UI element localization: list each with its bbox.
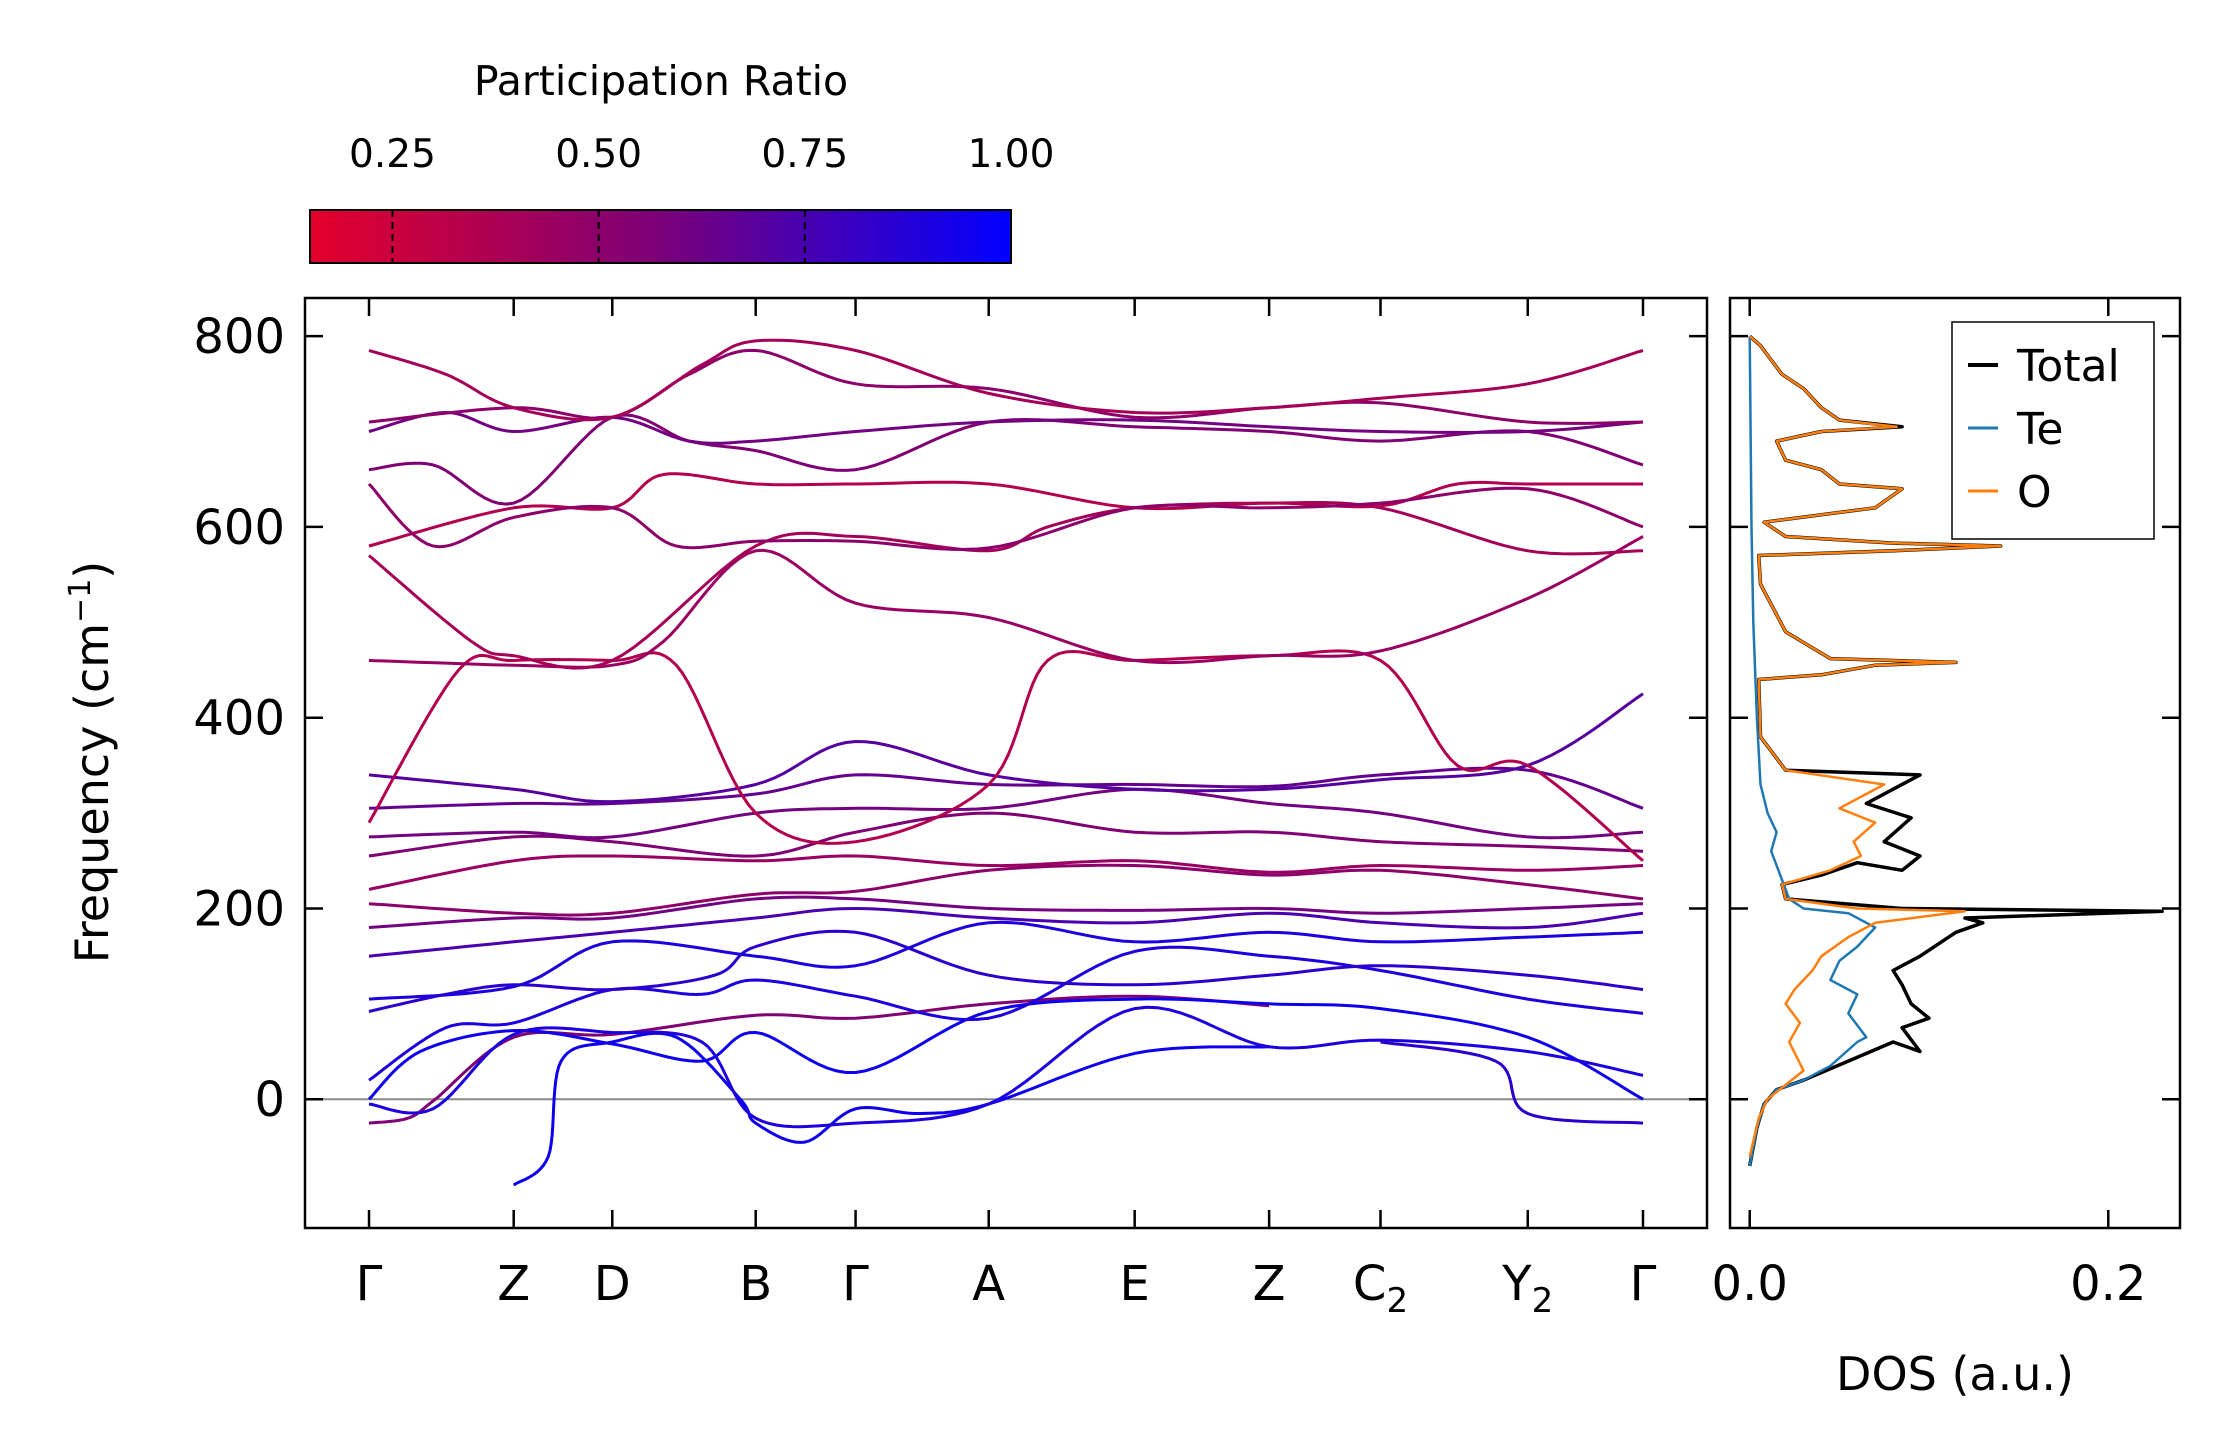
phonon-band (367, 997, 1644, 1101)
colorbar-tick-label: 1.00 (968, 132, 1055, 177)
k-point-label: Γ (356, 1256, 383, 1312)
dos-axes-frame (1728, 296, 2182, 1230)
phonon-band (368, 863, 1644, 917)
y-tick-label: 200 (193, 881, 285, 937)
band-structure-panel: 0 200 400 600 800 Γ Z D B Γ A E Z C2 Y2 Γ Frequency (c… (63, 296, 1709, 1321)
dos-curve-o (1748, 335, 2002, 1157)
colorbar-tick-label: 0.50 (555, 132, 642, 177)
phonon-band (367, 649, 1644, 862)
k-point-label: A (972, 1256, 1005, 1312)
dos-x-tick-label: 0.0 (1712, 1256, 1788, 1312)
k-point-label: Γ (1630, 1256, 1657, 1312)
dos-curves (1747, 334, 2164, 1167)
colorbar: Participation Ratio 0.25 0.50 0.75 1.00 (309, 57, 1054, 264)
phonon-band (1380, 1040, 1644, 1125)
legend-label: Total (2016, 341, 2120, 392)
phonon-band (368, 929, 1644, 1013)
colorbar-tick-label: 0.25 (349, 132, 436, 177)
band-y-ticks: 0 200 400 600 800 (193, 309, 1707, 1128)
band-y-axis-label: Frequency (cm−1) (63, 561, 119, 964)
phonon-band (368, 501, 1644, 670)
phonon-band (368, 411, 1644, 445)
phonon-band (368, 413, 1644, 506)
k-point-label: B (739, 1256, 772, 1312)
phonon-band (368, 692, 1644, 804)
phonon-band (368, 787, 1644, 840)
legend-label: O (2017, 467, 2052, 518)
k-point-label: Γ (842, 1256, 869, 1312)
colorbar-tick-label: 0.75 (761, 132, 848, 177)
y-tick-label: 400 (193, 691, 285, 747)
phonon-band (368, 945, 1644, 1082)
y-tick-label: 0 (254, 1072, 285, 1128)
k-point-label: C2 (1353, 1256, 1408, 1321)
k-point-label: Z (497, 1256, 530, 1312)
band-axes-frame (303, 296, 1709, 1230)
phonon-band (368, 348, 1644, 425)
colorbar-label: Participation Ratio (474, 57, 848, 105)
k-point-label: E (1120, 1256, 1150, 1312)
phonon-band (368, 920, 1644, 1001)
dos-y-ticks (1730, 334, 2180, 1101)
phonon-band (368, 338, 1644, 422)
phonon-band (368, 907, 1644, 958)
legend-frame (1951, 321, 2155, 540)
phonon-band (368, 766, 1644, 810)
k-point-label: Z (1253, 1256, 1286, 1312)
dos-x-tick-label: 0.2 (2070, 1256, 2146, 1312)
phonon-band (368, 994, 1270, 1125)
band-x-ticks: Γ Z D B Γ A E Z C2 Y2 Γ (356, 298, 1657, 1321)
phonon-band (368, 854, 1644, 891)
dos-x-ticks: 0.0 0.2 (1712, 298, 2146, 1312)
phonon-band (368, 1005, 1644, 1129)
phonon-band (368, 895, 1644, 929)
legend-label: Te (2016, 404, 2063, 455)
phonon-bands (367, 338, 1644, 1187)
y-tick-label: 800 (193, 309, 285, 365)
colorbar-bar (309, 209, 1012, 264)
phonon-band (367, 482, 1644, 551)
k-point-label: D (594, 1256, 631, 1312)
phonon-band (368, 535, 1644, 669)
colorbar-tick-labels: 0.25 0.50 0.75 1.00 (349, 132, 1054, 177)
k-point-label: Y2 (1501, 1256, 1553, 1321)
dos-x-axis-label: DOS (a.u.) (1836, 1347, 2074, 1401)
dos-legend: Total Te O (1951, 321, 2155, 540)
colorbar-tick-marks (391, 210, 806, 263)
y-tick-label: 600 (193, 500, 285, 556)
dos-curve-te (1748, 336, 1877, 1167)
dos-panel: 0.0 0.2 DOS (a.u.) Total Te O (1712, 296, 2182, 1401)
phonon-band (512, 1031, 1270, 1187)
